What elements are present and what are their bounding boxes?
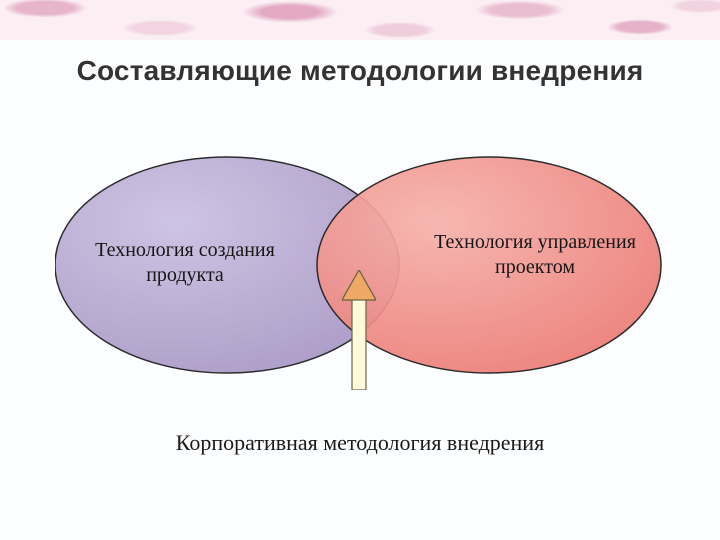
venn-right-label: Технология управления проектом bbox=[420, 230, 650, 280]
slide-title: Составляющие методологии внедрения bbox=[0, 55, 720, 87]
slide-caption: Корпоративная методология внедрения bbox=[0, 430, 720, 456]
venn-left-label: Технология создания продукта bbox=[70, 238, 300, 288]
venn-diagram: Технология создания продукта Технология … bbox=[55, 145, 665, 385]
arrow-up-icon bbox=[342, 270, 376, 390]
decorative-banner bbox=[0, 0, 720, 40]
